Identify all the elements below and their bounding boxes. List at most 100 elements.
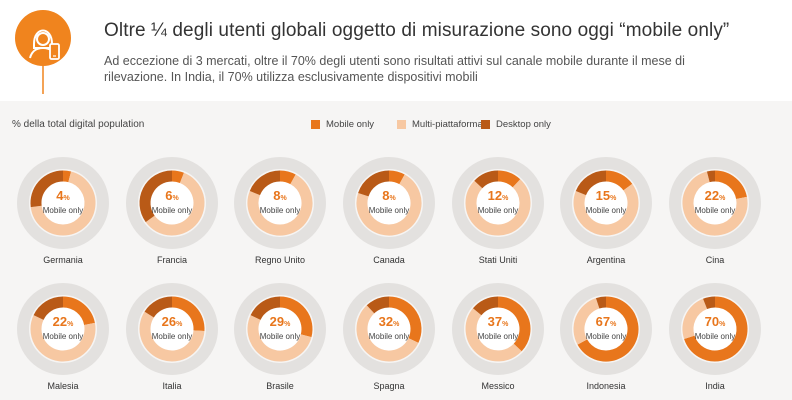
header: Oltre ¼ degli utenti globali oggetto di …: [0, 0, 792, 100]
page-subtitle: Ad eccezione di 3 mercati, oltre il 70% …: [104, 54, 685, 84]
multi-platform-slice: [30, 171, 96, 236]
mobile-only-slice: [714, 170, 747, 200]
multi-platform-slice: [139, 311, 205, 362]
donut-spagna: 32% Mobile only Spagna: [343, 283, 435, 391]
donut-indonesia: 67% Mobile only Indonesia: [560, 283, 652, 391]
center-label: Mobile only: [43, 332, 83, 341]
country-label: Italia: [162, 381, 181, 391]
value-label: 15%: [596, 188, 617, 203]
multi-platform-slice: [30, 315, 96, 362]
multi-platform-slice: [465, 308, 522, 362]
value-label: 67%: [596, 314, 617, 329]
donut-hole: [150, 307, 194, 351]
donut-italia: 26% Mobile only Italia: [126, 283, 218, 391]
outer-ring: [126, 157, 218, 249]
outer-ring: [560, 157, 652, 249]
donut-cina: 22% Mobile only Cina: [669, 157, 761, 265]
desktop-only-slice: [366, 296, 390, 314]
multi-platform-slice: [247, 315, 312, 362]
multi-platform-slice: [465, 179, 531, 236]
legend-swatch: [481, 120, 490, 129]
desktop-only-slice: [474, 170, 499, 189]
donut-hole: [476, 181, 520, 225]
desktop-only-slice: [595, 296, 607, 309]
mobile-only-slice: [388, 296, 422, 343]
mobile-only-slice: [605, 170, 633, 191]
donut-brasile: 29% Mobile only Brasile: [234, 283, 326, 391]
center-label: Mobile only: [586, 332, 626, 341]
outer-ring: [17, 157, 109, 249]
multi-platform-slice: [356, 174, 422, 236]
multi-platform-slice: [573, 298, 600, 345]
country-label: Germania: [43, 255, 83, 265]
desktop-only-slice: [575, 170, 607, 196]
outer-ring: [234, 283, 326, 375]
outer-ring: [343, 283, 435, 375]
mobile-only-slice: [171, 170, 184, 184]
mobile-only-slice: [388, 170, 405, 185]
outer-ring: [17, 283, 109, 375]
value-label: 26%: [162, 314, 183, 329]
donut-india: 70% Mobile only India: [669, 283, 761, 391]
donut-hole: [150, 181, 194, 225]
page-title: Oltre ¼ degli utenti globali oggetto di …: [104, 20, 730, 41]
desktop-only-slice: [139, 170, 173, 223]
country-label: Messico: [481, 381, 514, 391]
country-label: Francia: [157, 255, 187, 265]
center-label: Mobile only: [152, 206, 192, 215]
center-label: Mobile only: [152, 332, 192, 341]
legend-label: Mobile only: [326, 119, 375, 130]
value-label: 12%: [488, 188, 509, 203]
donut-hole: [258, 181, 302, 225]
center-label: Mobile only: [43, 206, 83, 215]
center-label: Mobile only: [260, 332, 300, 341]
desktop-only-slice: [706, 170, 716, 183]
donut-stati-uniti: 12% Mobile only Stati Uniti: [452, 157, 544, 265]
value-label: 6%: [165, 188, 179, 203]
donut-hole: [258, 307, 302, 351]
mobile-only-slice: [171, 296, 205, 332]
center-label: Mobile only: [478, 206, 518, 215]
outer-ring: [343, 157, 435, 249]
desktop-only-slice: [30, 170, 64, 208]
country-label: Regno Unito: [255, 255, 305, 265]
donut-hole: [367, 307, 411, 351]
legend-label: Multi-piattaforma: [412, 119, 483, 130]
mobile-only-slice: [497, 296, 531, 352]
outer-ring: [669, 283, 761, 375]
donut-hole: [693, 307, 737, 351]
country-label: Canada: [373, 255, 405, 265]
country-label: Spagna: [373, 381, 404, 391]
country-label: Brasile: [266, 381, 294, 391]
mobile-only-slice: [497, 170, 521, 188]
donut-messico: 37% Mobile only Messico: [452, 283, 544, 391]
donut-hole: [693, 181, 737, 225]
donut-canada: 8% Mobile only Canada: [343, 157, 435, 265]
donut-hole: [584, 181, 628, 225]
country-label: Argentina: [587, 255, 626, 265]
center-label: Mobile only: [369, 206, 409, 215]
center-label: Mobile only: [586, 206, 626, 215]
desktop-only-slice: [703, 296, 716, 310]
mobile-only-slice: [62, 170, 72, 183]
donut-hole: [41, 307, 85, 351]
country-label: Cina: [706, 255, 725, 265]
legend-swatch: [311, 120, 320, 129]
value-label: 22%: [53, 314, 74, 329]
donut-malesia: 22% Mobile only Malesia: [17, 283, 109, 391]
value-label: 32%: [379, 314, 400, 329]
country-label: India: [705, 381, 725, 391]
outer-ring: [560, 283, 652, 375]
multi-platform-slice: [356, 305, 419, 362]
value-label: 22%: [705, 188, 726, 203]
multi-platform-slice: [247, 174, 313, 236]
mobile-only-slice: [279, 170, 296, 185]
donut-argentina: 15% Mobile only Argentina: [560, 157, 652, 265]
outer-ring: [452, 157, 544, 249]
mobile-only-slice: [62, 296, 95, 326]
value-label: 70%: [705, 314, 726, 329]
mobile-only-slice: [684, 296, 748, 362]
country-label: Malesia: [47, 381, 78, 391]
donut-hole: [367, 181, 411, 225]
